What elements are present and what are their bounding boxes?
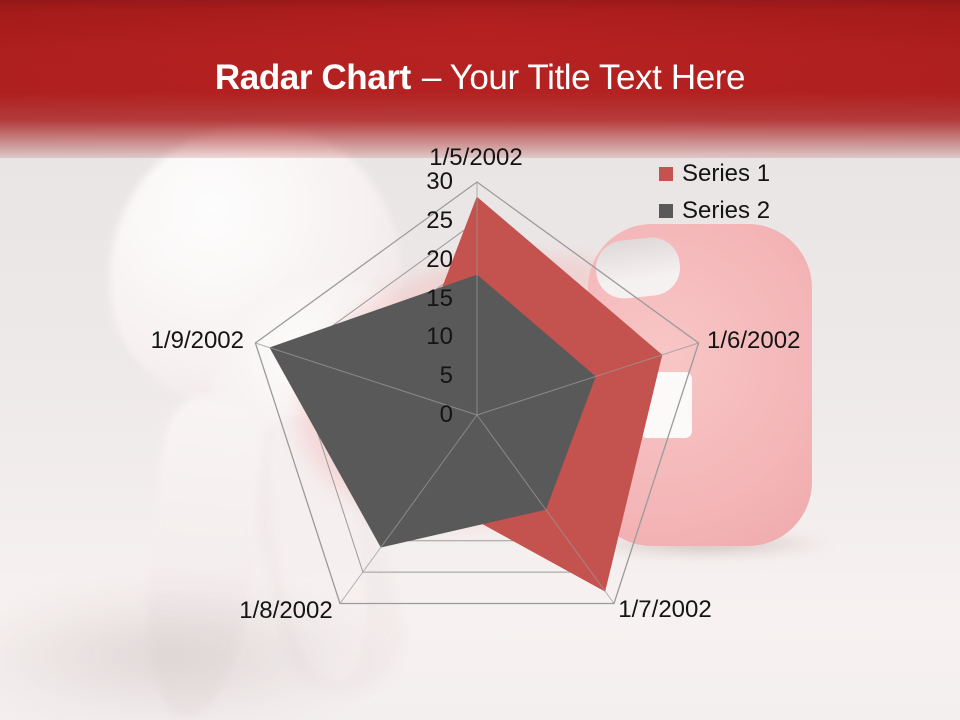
legend-swatch-icon bbox=[659, 204, 673, 218]
radial-tick-label: 0 bbox=[439, 401, 453, 428]
legend: Series 1 Series 2 bbox=[659, 160, 770, 234]
category-label: 1/9/2002 bbox=[150, 327, 244, 354]
category-label: 1/7/2002 bbox=[618, 596, 712, 623]
series-polygon-2 bbox=[269, 274, 596, 548]
axis-spoke bbox=[476, 414, 615, 604]
floor-shadow bbox=[0, 580, 390, 720]
title-banner bbox=[0, 0, 960, 158]
axis-spoke bbox=[339, 414, 478, 604]
axis-spoke bbox=[476, 342, 699, 416]
category-label: 1/8/2002 bbox=[239, 597, 333, 624]
radial-tick-label: 30 bbox=[426, 168, 453, 195]
radial-tick-label: 10 bbox=[426, 323, 453, 351]
radar-outline bbox=[254, 181, 700, 605]
legend-item: Series 2 bbox=[659, 197, 770, 225]
legend-item: Series 1 bbox=[659, 160, 770, 188]
legend-swatch-icon bbox=[659, 167, 673, 181]
radial-tick-label: 15 bbox=[426, 284, 453, 312]
slide-title-bold: Radar Chart bbox=[214, 58, 411, 97]
legend-label: Series 1 bbox=[682, 160, 771, 187]
legend-label: Series 2 bbox=[682, 197, 771, 224]
radial-tick-label: 25 bbox=[426, 206, 453, 234]
category-label: 1/5/2002 bbox=[429, 144, 523, 171]
slide-title: Radar Chart – Your Title Text Here bbox=[0, 58, 960, 98]
radial-tick-label: 5 bbox=[439, 362, 453, 390]
slide-title-rest: – Your Title Text Here bbox=[421, 58, 746, 97]
radial-tick-label: 20 bbox=[426, 245, 453, 273]
category-label: 1/6/2002 bbox=[707, 327, 801, 354]
axis-spoke bbox=[255, 342, 478, 416]
